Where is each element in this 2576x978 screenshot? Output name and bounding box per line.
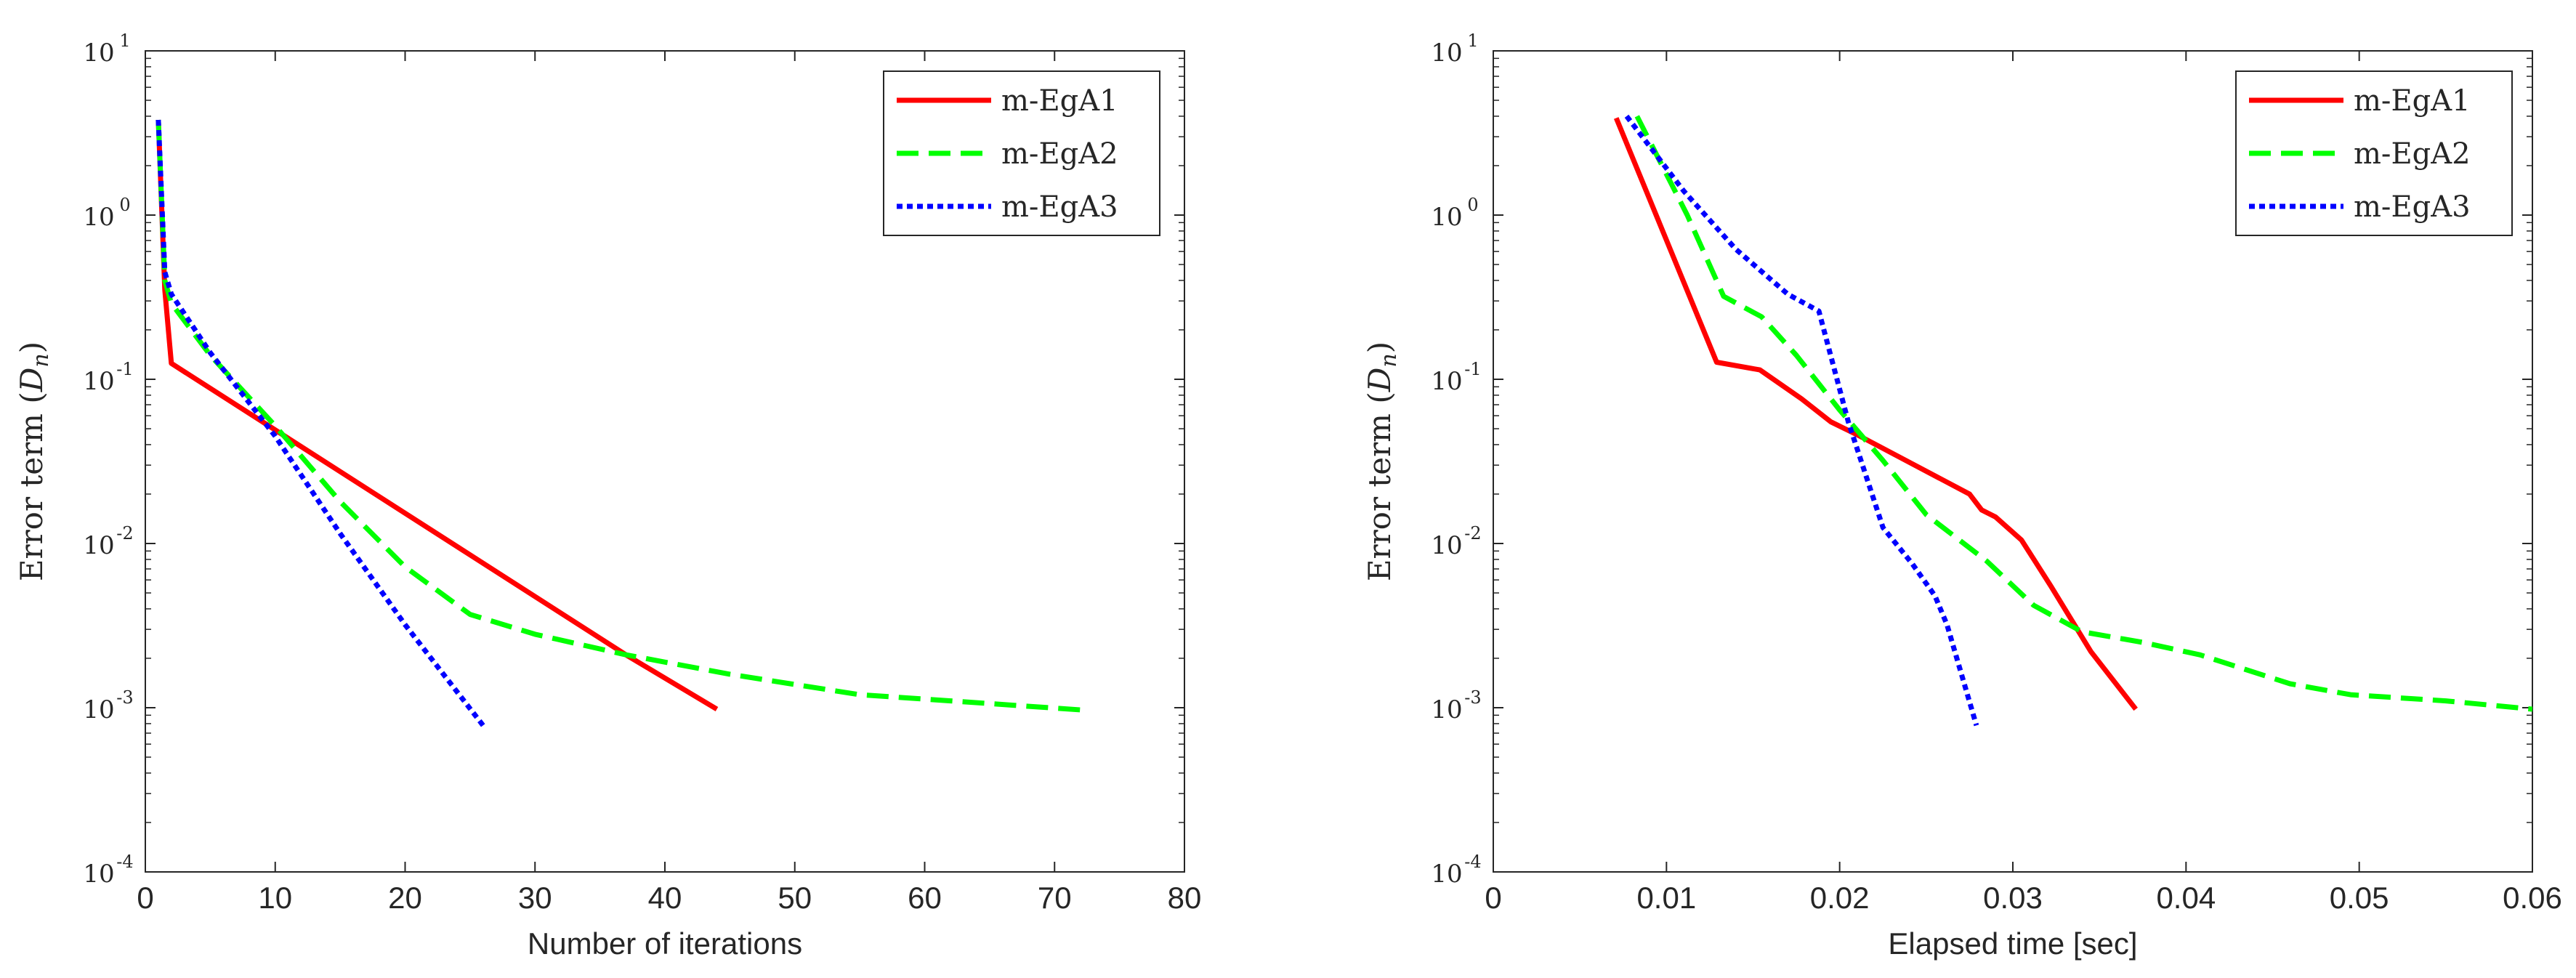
x-tick-label: 0	[137, 881, 153, 915]
y-tick-exponent: 1	[119, 31, 130, 51]
x-tick-label: 0.01	[1636, 881, 1696, 915]
y-tick-exponent: -4	[116, 852, 133, 872]
y-tick-label: 10	[1431, 203, 1462, 232]
y-tick-exponent: -2	[116, 523, 133, 543]
y-tick-exponent: -3	[116, 687, 133, 708]
x-tick-label: 0	[1485, 881, 1501, 915]
y-axis-label: Error term (Dn)	[1362, 342, 1402, 581]
x-tick-label: 10	[258, 881, 292, 915]
y-tick-label: 10	[83, 367, 114, 396]
y-tick-label: 10	[83, 860, 114, 889]
series-line-m-ega3	[1624, 114, 1979, 727]
y-tick-exponent: 0	[119, 195, 130, 215]
x-tick-label: 40	[648, 881, 682, 915]
legend-entry: m-EgA3	[1001, 190, 1118, 224]
legend: m-EgA1 m-EgA2 m-EgA3	[2235, 70, 2513, 236]
y-tick-label: 10	[1431, 695, 1462, 724]
x-tick-label: 0.06	[2503, 881, 2562, 915]
x-tick-label: 0.05	[2330, 881, 2389, 915]
series-line-m-ega2	[156, 119, 1081, 713]
x-tick-label: 20	[388, 881, 422, 915]
y-tick-exponent: -3	[1464, 687, 1481, 708]
legend-entry: m-EgA1	[2354, 84, 2471, 118]
x-tick-label: 80	[1168, 881, 1202, 915]
y-tick-exponent: -1	[1464, 359, 1481, 379]
y-tick-exponent: -2	[1464, 523, 1481, 543]
y-tick-label: 10	[1431, 860, 1462, 889]
series-line-m-ega3	[156, 119, 485, 727]
x-axis-label: Elapsed time [sec]	[1888, 926, 2137, 961]
y-tick-exponent: -1	[116, 359, 133, 379]
y-tick-label: 10	[83, 203, 114, 232]
y-tick-exponent: -4	[1464, 852, 1481, 872]
x-tick-label: 0.03	[1983, 881, 2043, 915]
y-tick-exponent: 0	[1467, 195, 1478, 215]
x-tick-label: 0.04	[2156, 881, 2216, 915]
x-tick-label: 0.02	[1810, 881, 1870, 915]
legend-entry: m-EgA3	[2354, 190, 2471, 224]
legend-entry: m-EgA1	[1001, 84, 1118, 118]
x-axis-label: Number of iterations	[528, 926, 802, 961]
x-tick-label: 50	[778, 881, 812, 915]
y-axis-label: Error term (Dn)	[14, 342, 54, 581]
y-tick-label: 10	[83, 531, 114, 560]
legend-entry: m-EgA2	[2354, 137, 2471, 171]
series-line-m-ega2	[1634, 115, 2532, 712]
x-tick-label: 70	[1038, 881, 1072, 915]
y-tick-label: 10	[1431, 531, 1462, 560]
x-tick-label: 30	[518, 881, 552, 915]
y-tick-label: 10	[1431, 39, 1462, 68]
y-tick-label: 10	[83, 39, 114, 68]
x-tick-label: 60	[908, 881, 942, 915]
legend: m-EgA1 m-EgA2 m-EgA3	[883, 70, 1160, 236]
legend-entry: m-EgA2	[1001, 137, 1118, 171]
y-tick-exponent: 1	[1467, 31, 1478, 51]
y-tick-label: 10	[83, 695, 114, 724]
y-tick-label: 10	[1431, 367, 1462, 396]
series-line-m-ega1	[1613, 117, 2138, 711]
